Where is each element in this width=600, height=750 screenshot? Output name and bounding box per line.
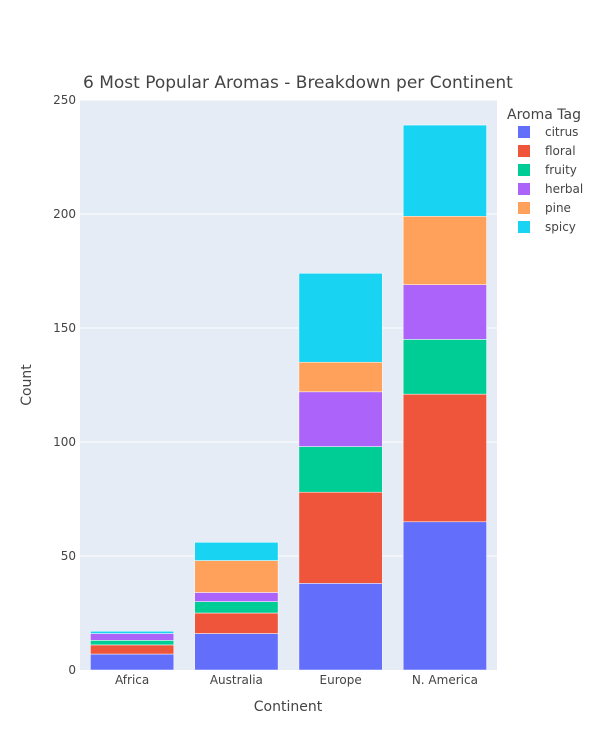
legend-label: herbal: [545, 182, 583, 196]
legend: Aroma Tag citrus floral fruity herbal pine sp…: [507, 107, 583, 234]
legend-swatch: [518, 183, 530, 195]
legend-label: spicy: [545, 220, 576, 234]
bar-segment-fruity: [402, 339, 487, 395]
x-tick-labels: Africa Australia Europe N. America: [115, 673, 478, 687]
bar-segment-citrus: [194, 633, 279, 671]
bar-segment-fruity: [90, 640, 175, 646]
bar-segment-pine: [402, 216, 487, 285]
y-axis-title: Count: [19, 364, 35, 406]
x-tick-label: N. America: [412, 673, 478, 687]
y-tick-labels: 0 50 100 150 200 250: [53, 93, 76, 677]
legend-swatch: [518, 202, 530, 214]
legend-item-pine[interactable]: pine: [518, 201, 571, 215]
chart-title: 6 Most Popular Aromas - Breakdown per Co…: [83, 73, 513, 93]
legend-item-citrus[interactable]: citrus: [518, 125, 578, 139]
bar-segment-herbal: [194, 592, 279, 602]
y-tick-label: 0: [68, 663, 76, 677]
legend-label: fruity: [545, 163, 577, 177]
legend-swatch: [518, 126, 530, 138]
bar-segment-fruity: [298, 446, 383, 493]
bar-segment-herbal: [90, 633, 175, 641]
legend-swatch: [518, 221, 530, 233]
bar-segment-herbal: [298, 391, 383, 447]
bar-segment-pine: [298, 361, 383, 393]
bar-segment-citrus: [298, 583, 383, 671]
x-tick-label: Europe: [320, 673, 362, 687]
x-axis-title: Continent: [254, 699, 323, 715]
y-tick-label: 150: [53, 321, 76, 335]
legend-item-floral[interactable]: floral: [518, 144, 576, 158]
bar-segment-floral: [402, 393, 487, 523]
y-tick-label: 250: [53, 93, 76, 107]
legend-item-fruity[interactable]: fruity: [518, 163, 577, 177]
legend-item-herbal[interactable]: herbal: [518, 182, 583, 196]
x-tick-label: Africa: [115, 673, 149, 687]
bar-segment-spicy: [194, 542, 279, 561]
bar-segment-floral: [298, 491, 383, 584]
y-tick-label: 50: [61, 549, 76, 563]
legend-swatch: [518, 145, 530, 157]
legend-label: citrus: [545, 125, 578, 139]
bar-segment-citrus: [90, 653, 175, 671]
bar-segment-spicy: [90, 630, 175, 634]
bar-segment-spicy: [402, 124, 487, 217]
legend-label: pine: [545, 201, 571, 215]
bar-segment-citrus: [402, 521, 487, 671]
bar-segment-floral: [194, 612, 279, 634]
bar-segment-herbal: [402, 284, 487, 340]
legend-swatch: [518, 164, 530, 176]
y-tick-label: 100: [53, 435, 76, 449]
legend-item-spicy[interactable]: spicy: [518, 220, 576, 234]
bars: [90, 124, 487, 671]
bar-segment-fruity: [194, 601, 279, 614]
x-tick-label: Australia: [210, 673, 263, 687]
bar-segment-pine: [194, 560, 279, 593]
legend-label: floral: [545, 144, 576, 158]
bar-segment-spicy: [298, 273, 383, 363]
bar-segment-floral: [90, 644, 175, 655]
y-tick-label: 200: [53, 207, 76, 221]
legend-title: Aroma Tag: [507, 107, 581, 123]
